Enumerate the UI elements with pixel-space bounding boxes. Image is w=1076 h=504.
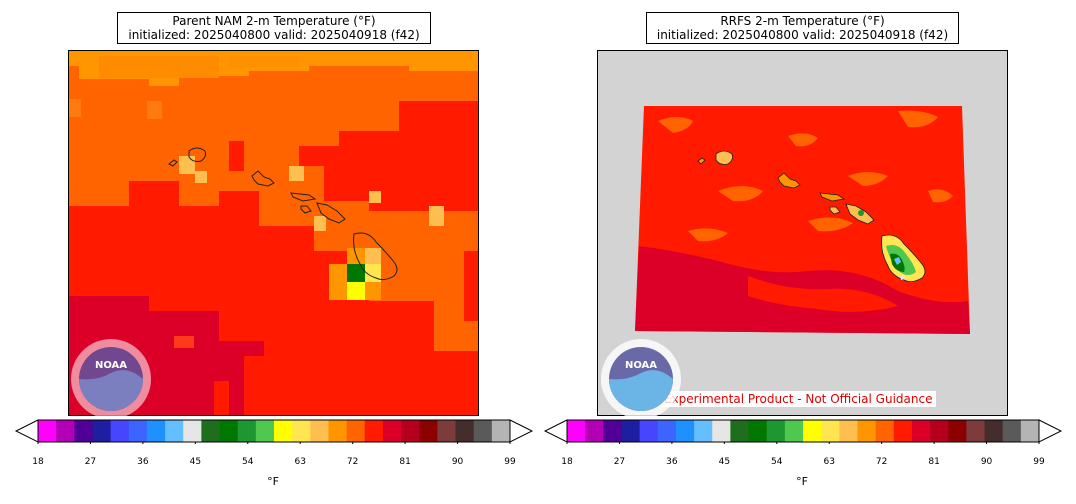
colorbar-min-arrow: [14, 419, 39, 443]
colorbar-swatch: [984, 420, 1004, 442]
colorbar-swatch: [183, 420, 202, 442]
colorbar-swatch: [274, 420, 293, 442]
colorbar-swatch: [948, 420, 967, 442]
colorbar-swatch: [146, 420, 166, 442]
colorbar-swatch: [419, 420, 438, 442]
colorbar-swatch: [328, 420, 348, 442]
right-title-line1: RRFS 2-m Temperature (°F): [720, 14, 885, 28]
colorbar-swatch: [639, 420, 659, 442]
colorbar-swatch: [56, 420, 75, 442]
colorbar-swatch: [219, 420, 239, 442]
colorbar-swatch: [657, 420, 677, 442]
colorbar-swatch: [110, 420, 130, 442]
colorbar-swatch: [1002, 420, 1022, 442]
colorbar-swatch: [382, 420, 402, 442]
colorbar-swatch: [603, 420, 622, 442]
colorbar-tick-label: 54: [771, 457, 783, 467]
colorbar-swatch: [92, 420, 112, 442]
colorbar-swatch: [237, 420, 257, 442]
colorbar-swatch: [875, 420, 895, 442]
colorbar-outline: [566, 419, 1040, 443]
left-colorbar-unit: °F: [267, 475, 279, 488]
colorbar-swatch: [364, 420, 384, 442]
colorbar-swatch: [473, 420, 493, 442]
colorbar-swatch: [38, 420, 57, 442]
experimental-product-note: Experimental Product - Not Official Guid…: [660, 391, 937, 407]
colorbar-tick-label: 45: [189, 457, 202, 467]
noaa-logo-text: NOAA: [95, 360, 127, 371]
colorbar-swatch: [911, 420, 931, 442]
colorbar-tick-label: 72: [346, 457, 359, 467]
colorbar-swatch: [930, 420, 949, 442]
colorbar-swatch: [437, 420, 457, 442]
colorbar-tick-label: 54: [242, 457, 254, 467]
colorbar-swatch: [730, 420, 750, 442]
colorbar-swatch: [1020, 420, 1040, 442]
colorbar-tick-label: 81: [399, 457, 411, 467]
colorbar-tick-label: 36: [137, 457, 149, 467]
colorbar-swatch: [893, 420, 913, 442]
colorbar-swatch: [766, 420, 786, 442]
colorbar-tick-label: 27: [613, 457, 626, 467]
colorbar-outline: [37, 419, 511, 443]
colorbar-swatch: [255, 420, 275, 442]
colorbar-swatch: [401, 420, 420, 442]
noaa-logo-text: NOAA: [625, 360, 657, 371]
rrfs-temperature-field: [635, 106, 970, 334]
left-title-line1: Parent NAM 2-m Temperature (°F): [172, 14, 376, 28]
colorbar-swatch: [567, 420, 586, 442]
colorbar-swatch: [748, 420, 768, 442]
right-panel-title: RRFS 2-m Temperature (°F) initialized: 2…: [646, 12, 959, 44]
colorbar-tick-label: 99: [1033, 457, 1045, 467]
colorbar-tick-label: 36: [666, 457, 678, 467]
colorbar-tick-label: 72: [875, 457, 888, 467]
colorbar-tick-label: 45: [718, 457, 731, 467]
colorbar-swatch: [585, 420, 604, 442]
colorbar-min-arrow: [543, 419, 568, 443]
colorbar-swatch: [839, 420, 858, 442]
colorbar-swatch: [784, 420, 804, 442]
colorbar-tick-label: 81: [928, 457, 940, 467]
colorbar-swatch: [292, 420, 311, 442]
colorbar-swatch: [712, 420, 731, 442]
colorbar-swatch: [857, 420, 877, 442]
colorbar-tick-label: 63: [294, 457, 306, 467]
left-panel-title: Parent NAM 2-m Temperature (°F) initiali…: [117, 12, 431, 44]
colorbar-tick-label: 90: [980, 457, 993, 467]
colorbar-swatch: [675, 420, 695, 442]
colorbar-swatch: [621, 420, 641, 442]
colorbar-tick-label: 90: [451, 457, 464, 467]
rrfs-temperature-map: [597, 50, 1008, 416]
colorbar-swatch: [128, 420, 148, 442]
right-title-line2: initialized: 2025040800 valid: 202504091…: [656, 28, 949, 42]
colorbar-swatch: [310, 420, 329, 442]
left-title-line2: initialized: 2025040800 valid: 202504091…: [128, 28, 420, 42]
colorbar-swatch: [165, 420, 184, 442]
colorbar-tick-label: 63: [823, 457, 835, 467]
left-colorbar: [14, 419, 534, 444]
colorbar-swatch: [966, 420, 986, 442]
colorbar-swatch: [346, 420, 366, 442]
nam-temperature-field: [69, 51, 478, 415]
right-colorbar-unit: °F: [796, 475, 808, 488]
colorbar-swatch: [694, 420, 713, 442]
colorbar-swatch: [74, 420, 93, 442]
colorbar-swatch: [201, 420, 221, 442]
colorbar-max-arrow: [509, 419, 534, 443]
colorbar-max-arrow: [1038, 419, 1063, 443]
colorbar-swatch: [455, 420, 475, 442]
noaa-logo-icon: NOAA: [601, 339, 681, 419]
right-colorbar: [543, 419, 1063, 444]
colorbar-swatch: [803, 420, 822, 442]
colorbar-swatch: [491, 420, 511, 442]
colorbar-swatch: [821, 420, 840, 442]
colorbar-tick-label: 18: [32, 457, 44, 467]
noaa-logo-icon: NOAA: [71, 339, 151, 419]
colorbar-tick-label: 18: [561, 457, 573, 467]
colorbar-tick-label: 27: [84, 457, 97, 467]
colorbar-tick-label: 99: [504, 457, 516, 467]
